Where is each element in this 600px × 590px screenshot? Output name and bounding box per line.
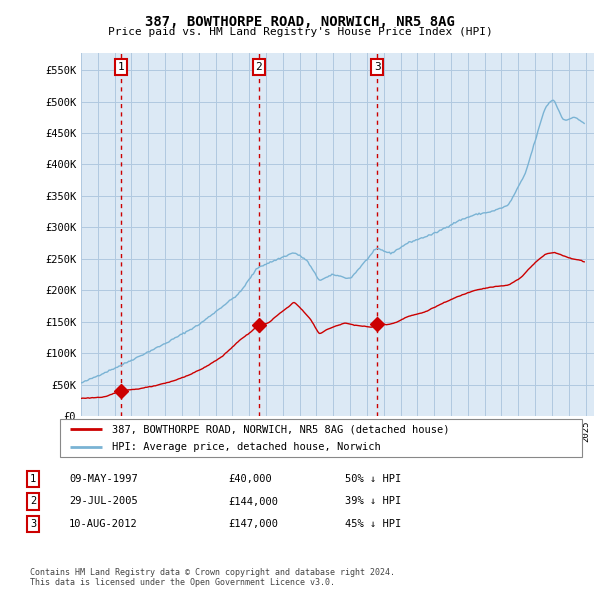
- FancyBboxPatch shape: [60, 419, 582, 457]
- Text: 3: 3: [374, 62, 380, 72]
- Text: 10-AUG-2012: 10-AUG-2012: [69, 519, 138, 529]
- Text: 2: 2: [256, 62, 262, 72]
- Text: £40,000: £40,000: [228, 474, 272, 484]
- Text: £144,000: £144,000: [228, 497, 278, 506]
- Text: £147,000: £147,000: [228, 519, 278, 529]
- Text: 387, BOWTHORPE ROAD, NORWICH, NR5 8AG (detached house): 387, BOWTHORPE ROAD, NORWICH, NR5 8AG (d…: [112, 424, 450, 434]
- Text: 09-MAY-1997: 09-MAY-1997: [69, 474, 138, 484]
- Text: 1: 1: [30, 474, 36, 484]
- Text: HPI: Average price, detached house, Norwich: HPI: Average price, detached house, Norw…: [112, 442, 381, 452]
- Text: Contains HM Land Registry data © Crown copyright and database right 2024.
This d: Contains HM Land Registry data © Crown c…: [30, 568, 395, 587]
- Text: Price paid vs. HM Land Registry's House Price Index (HPI): Price paid vs. HM Land Registry's House …: [107, 27, 493, 37]
- Text: 50% ↓ HPI: 50% ↓ HPI: [345, 474, 401, 484]
- Text: 45% ↓ HPI: 45% ↓ HPI: [345, 519, 401, 529]
- Text: 1: 1: [118, 62, 124, 72]
- Text: 2: 2: [30, 497, 36, 506]
- Text: 29-JUL-2005: 29-JUL-2005: [69, 497, 138, 506]
- Text: 387, BOWTHORPE ROAD, NORWICH, NR5 8AG: 387, BOWTHORPE ROAD, NORWICH, NR5 8AG: [145, 15, 455, 29]
- Text: 39% ↓ HPI: 39% ↓ HPI: [345, 497, 401, 506]
- Text: 3: 3: [30, 519, 36, 529]
